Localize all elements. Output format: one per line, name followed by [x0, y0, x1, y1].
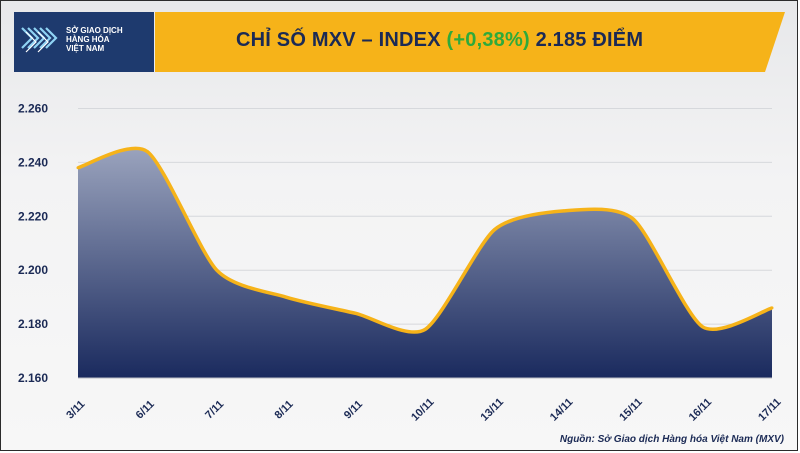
logo-text: SỞ GIAO DỊCH HÀNG HÓA VIỆT NAM: [66, 26, 123, 53]
logo-chevron-icon: [21, 27, 58, 53]
x-tick-label: 6/11: [134, 398, 157, 421]
y-tick-label: 2.200: [18, 263, 48, 277]
y-tick-label: 2.180: [18, 317, 48, 331]
logo-line-3: VIỆT NAM: [66, 44, 105, 53]
data-point: [423, 327, 427, 331]
data-point: [562, 209, 566, 213]
x-tick-label: 17/11: [756, 396, 784, 424]
x-tick-label: 3/11: [64, 398, 87, 421]
index-area: [78, 148, 772, 378]
x-tick-label: 9/11: [342, 398, 365, 421]
mxv-logo: SỞ GIAO DỊCH HÀNG HÓA VIỆT NAM: [14, 12, 154, 72]
data-point: [215, 268, 219, 272]
header: SỞ GIAO DỊCH HÀNG HÓA VIỆT NAM CHỈ SỐ MX…: [0, 0, 800, 72]
x-tick-label: 16/11: [687, 396, 715, 424]
logo-line-2: HÀNG HÓA: [66, 35, 110, 44]
y-tick-label: 2.260: [18, 101, 48, 115]
data-point: [492, 228, 496, 232]
plot-area: [76, 146, 774, 378]
chart-title: CHỈ SỐ MXV – INDEX (+0,38%) 2.185 ĐIỂM: [236, 29, 643, 52]
logo-line-1: SỞ GIAO DỊCH: [66, 26, 123, 35]
y-axis: 2.160 2.180 2.200 2.220 2.240 2.260: [18, 101, 48, 385]
y-tick-label: 2.240: [18, 155, 48, 169]
x-tick-label: 15/11: [617, 396, 645, 424]
title-change: (+0,38%): [446, 29, 530, 51]
x-axis: 3/11 6/11 7/11 8/11 9/11 10/11 13/11 14/11 15/11…: [64, 377, 784, 424]
title-main: CHỈ SỐ MXV – INDEX: [236, 29, 447, 51]
source-note: Nguồn: Sở Giao dịch Hàng hóa Việt Nam (M…: [559, 434, 784, 445]
data-point: [701, 325, 705, 329]
data-point: [145, 150, 149, 154]
data-point: [770, 306, 774, 310]
x-tick-label: 8/11: [272, 398, 295, 421]
data-point: [284, 295, 288, 299]
x-tick-label: 13/11: [479, 396, 507, 424]
y-tick-label: 2.160: [18, 371, 48, 385]
data-point: [354, 311, 358, 315]
x-tick-label: 14/11: [548, 396, 576, 424]
title-banner: [155, 12, 785, 72]
index-line: [77, 146, 773, 334]
x-tick-label: 10/11: [409, 396, 437, 424]
data-point: [76, 166, 80, 170]
x-tick-label: 7/11: [203, 398, 226, 421]
y-tick-label: 2.220: [18, 209, 48, 223]
title-value: 2.185 ĐIỂM: [529, 29, 644, 51]
data-point: [631, 217, 635, 221]
